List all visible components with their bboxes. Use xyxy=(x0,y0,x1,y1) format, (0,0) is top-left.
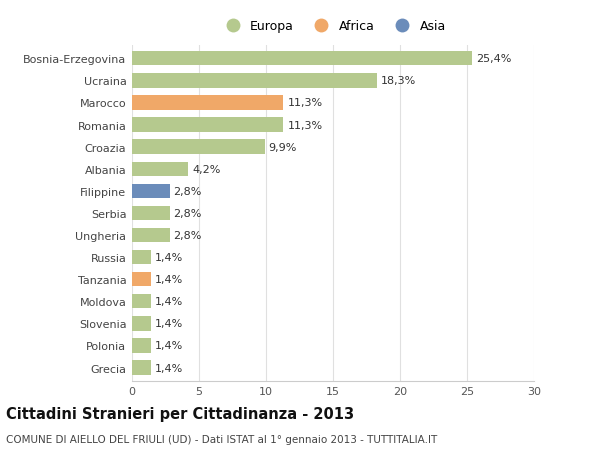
Bar xyxy=(132,74,377,88)
Text: 1,4%: 1,4% xyxy=(155,341,183,351)
Bar xyxy=(132,118,283,133)
Text: 1,4%: 1,4% xyxy=(155,297,183,307)
Text: COMUNE DI AIELLO DEL FRIULI (UD) - Dati ISTAT al 1° gennaio 2013 - TUTTITALIA.IT: COMUNE DI AIELLO DEL FRIULI (UD) - Dati … xyxy=(6,434,437,444)
Legend: Europa, Africa, Asia: Europa, Africa, Asia xyxy=(220,20,446,33)
Text: 2,8%: 2,8% xyxy=(173,230,202,241)
Bar xyxy=(132,250,151,265)
Bar xyxy=(132,272,151,287)
Bar xyxy=(132,317,151,331)
Text: 9,9%: 9,9% xyxy=(269,142,297,152)
Text: 1,4%: 1,4% xyxy=(155,319,183,329)
Text: 25,4%: 25,4% xyxy=(476,54,512,64)
Bar xyxy=(132,339,151,353)
Text: 18,3%: 18,3% xyxy=(381,76,416,86)
Bar xyxy=(132,228,170,243)
Text: Cittadini Stranieri per Cittadinanza - 2013: Cittadini Stranieri per Cittadinanza - 2… xyxy=(6,406,354,421)
Text: 4,2%: 4,2% xyxy=(193,164,221,174)
Bar xyxy=(132,184,170,199)
Text: 1,4%: 1,4% xyxy=(155,274,183,285)
Text: 1,4%: 1,4% xyxy=(155,252,183,263)
Bar xyxy=(132,361,151,375)
Text: 2,8%: 2,8% xyxy=(173,186,202,196)
Text: 11,3%: 11,3% xyxy=(287,120,323,130)
Bar xyxy=(132,162,188,177)
Text: 1,4%: 1,4% xyxy=(155,363,183,373)
Bar xyxy=(132,206,170,221)
Bar xyxy=(132,140,265,155)
Bar xyxy=(132,294,151,309)
Text: 2,8%: 2,8% xyxy=(173,208,202,218)
Text: 11,3%: 11,3% xyxy=(287,98,323,108)
Bar xyxy=(132,96,283,110)
Bar xyxy=(132,52,472,66)
